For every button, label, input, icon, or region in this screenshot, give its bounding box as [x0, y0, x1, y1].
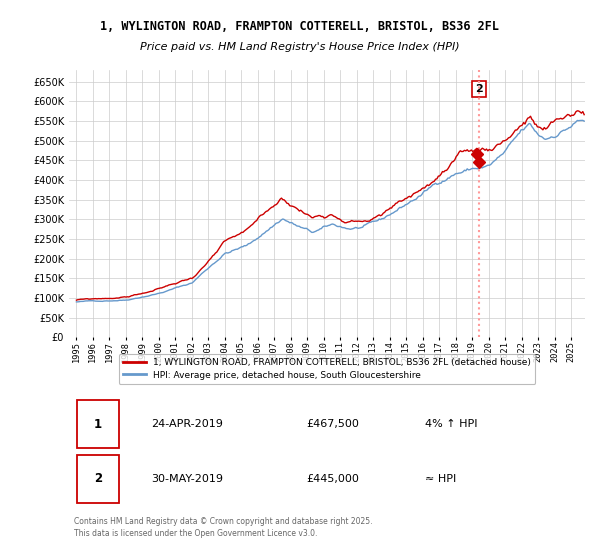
Text: Contains HM Land Registry data © Crown copyright and database right 2025.
This d: Contains HM Land Registry data © Crown c… [74, 517, 373, 538]
Legend: 1, WYLINGTON ROAD, FRAMPTON COTTERELL, BRISTOL, BS36 2FL (detached house), HPI: : 1, WYLINGTON ROAD, FRAMPTON COTTERELL, B… [119, 354, 535, 384]
Text: Price paid vs. HM Land Registry's House Price Index (HPI): Price paid vs. HM Land Registry's House … [140, 42, 460, 52]
Text: £445,000: £445,000 [307, 474, 359, 484]
Text: 2: 2 [475, 84, 483, 94]
Text: 1: 1 [94, 418, 102, 431]
Text: ≈ HPI: ≈ HPI [425, 474, 456, 484]
Text: 1, WYLINGTON ROAD, FRAMPTON COTTERELL, BRISTOL, BS36 2FL: 1, WYLINGTON ROAD, FRAMPTON COTTERELL, B… [101, 20, 499, 34]
Text: 4% ↑ HPI: 4% ↑ HPI [425, 419, 478, 430]
Text: 30-MAY-2019: 30-MAY-2019 [152, 474, 224, 484]
Text: £467,500: £467,500 [307, 419, 359, 430]
FancyBboxPatch shape [77, 455, 119, 503]
Text: 24-APR-2019: 24-APR-2019 [152, 419, 223, 430]
FancyBboxPatch shape [77, 400, 119, 449]
Text: 2: 2 [94, 472, 102, 486]
